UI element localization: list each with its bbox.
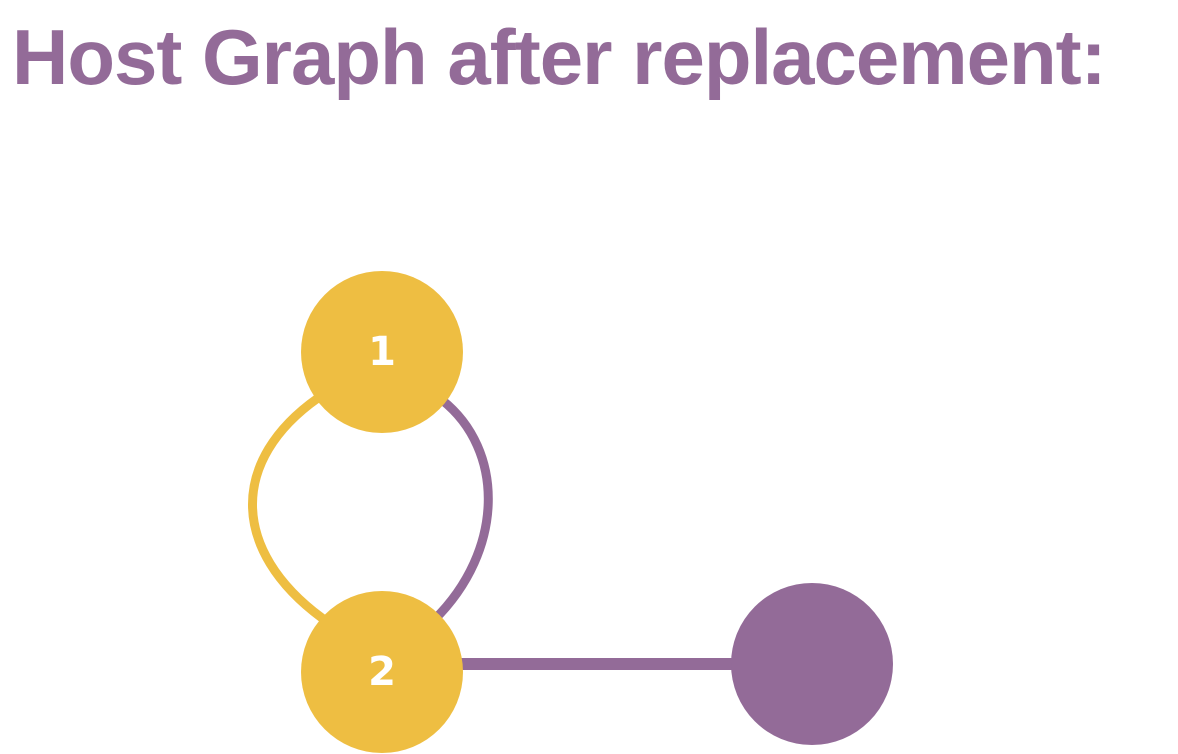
edge-1-2-yellow xyxy=(248,393,327,623)
node-1[interactable] xyxy=(301,271,463,433)
node-2-label: 2 xyxy=(368,649,396,695)
node-3[interactable] xyxy=(731,583,893,745)
page-title: Host Graph after replacement: xyxy=(12,13,1107,101)
node-1-label: 1 xyxy=(368,329,396,375)
edge-1-2-purple xyxy=(429,395,493,625)
node-2[interactable] xyxy=(301,591,463,753)
